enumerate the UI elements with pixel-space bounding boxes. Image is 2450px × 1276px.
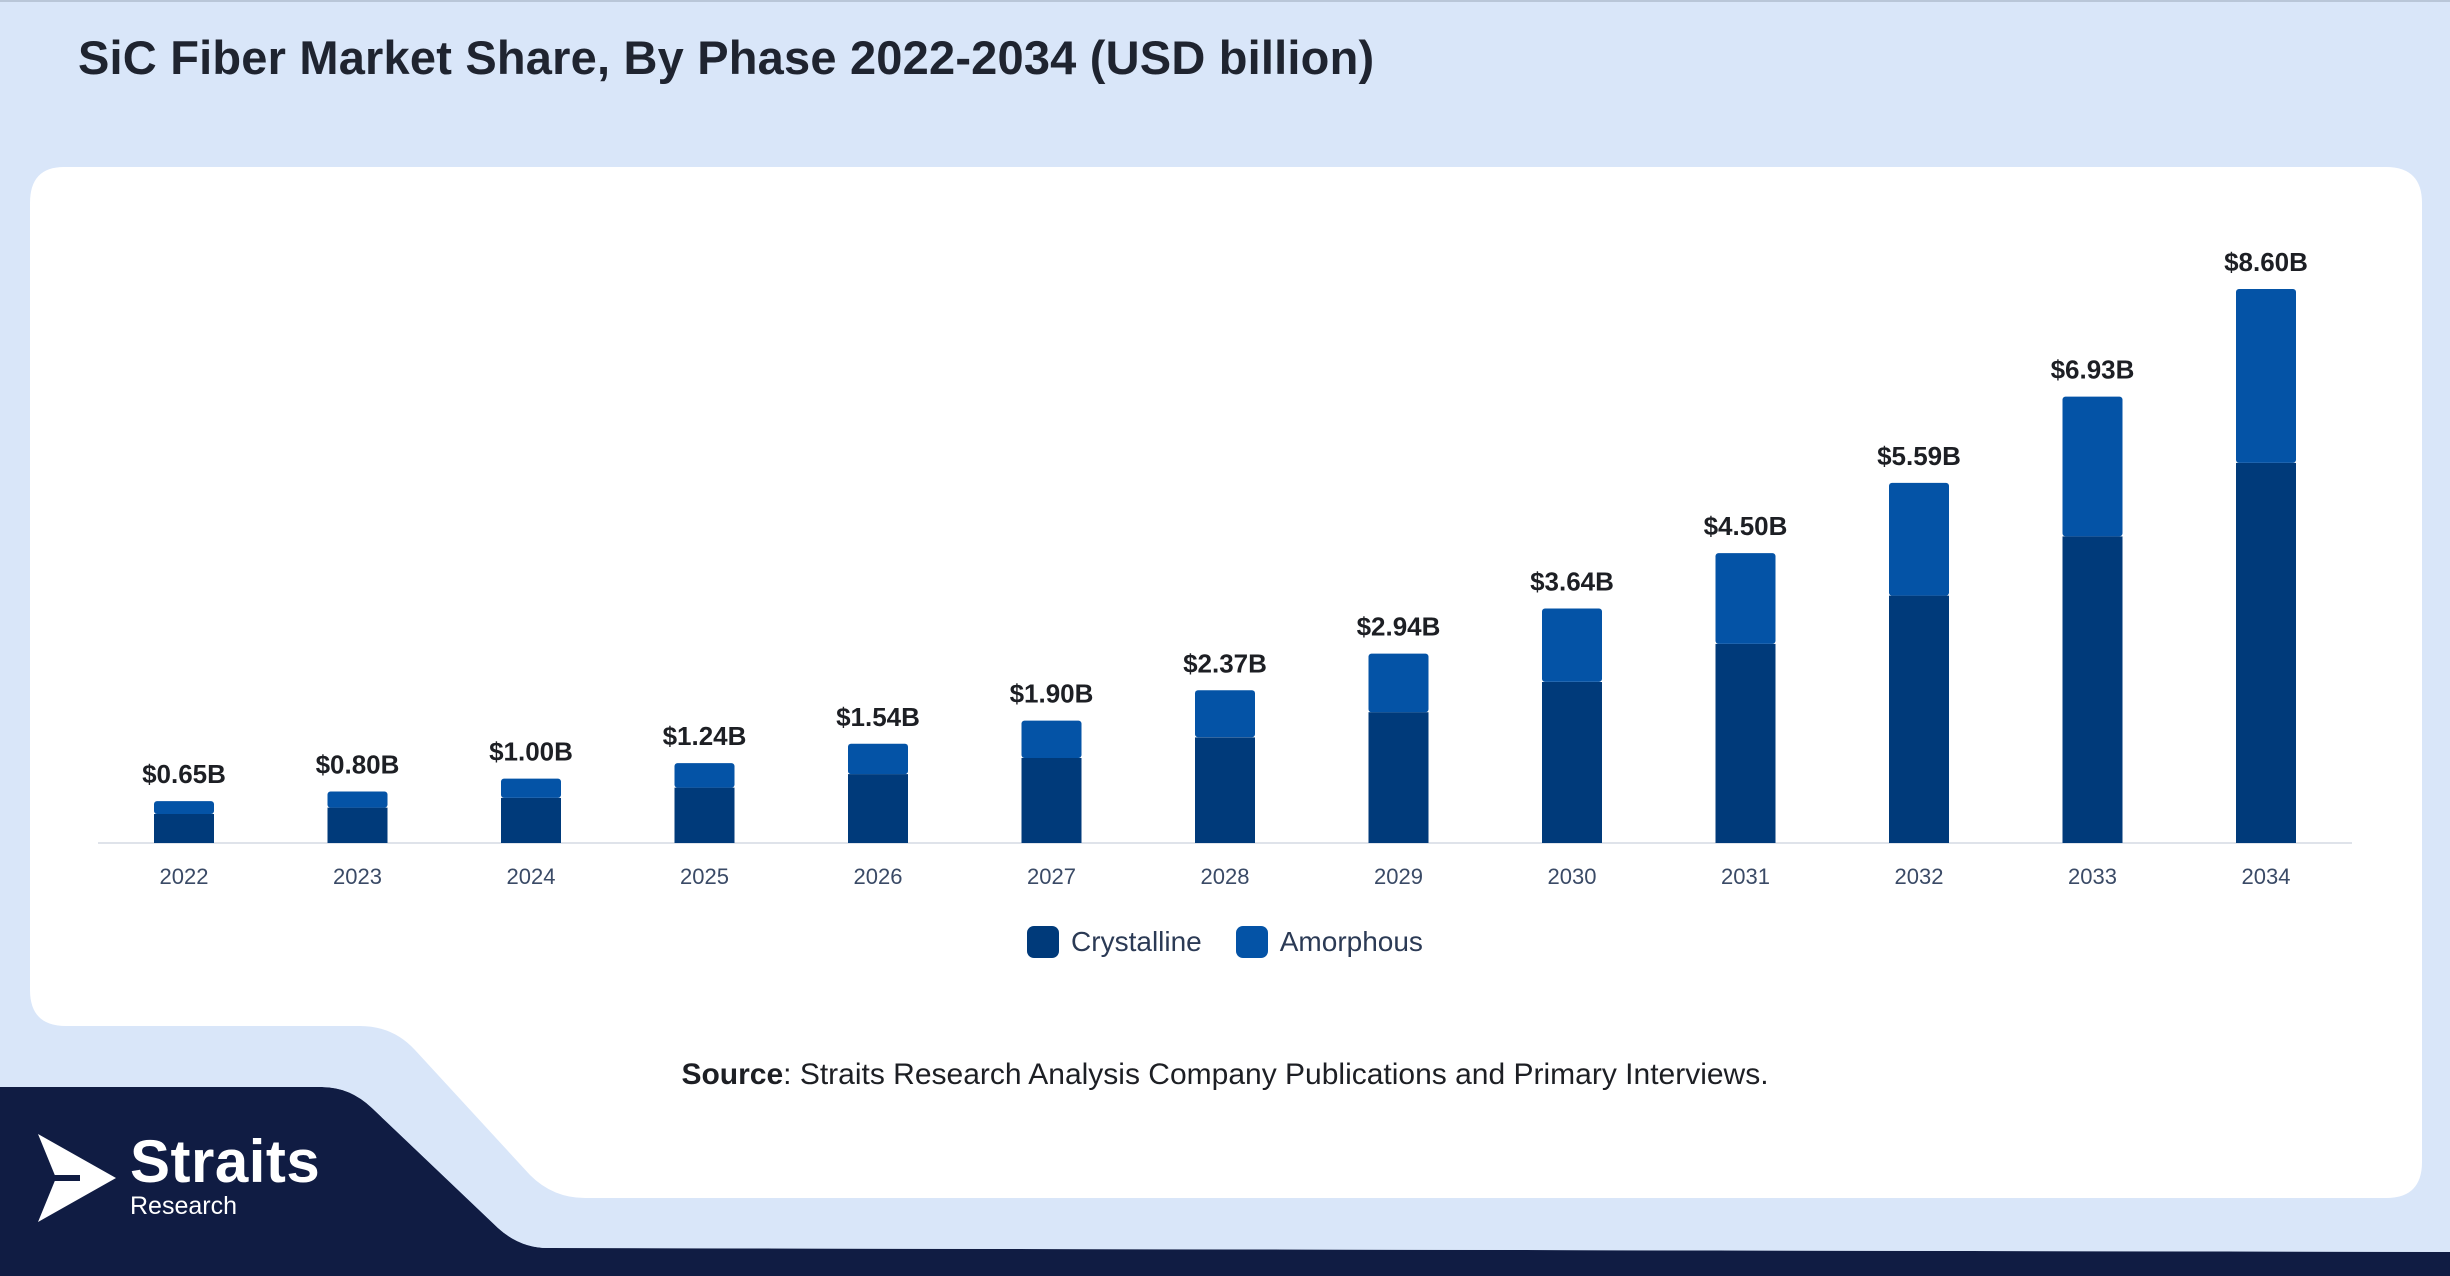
- x-tick-label-2023: 2023: [333, 864, 382, 889]
- bar-crystalline-2027[interactable]: [1021, 758, 1082, 843]
- x-tick-label-2029: 2029: [1374, 864, 1423, 889]
- bar-amorphous-2022[interactable]: [154, 801, 214, 814]
- bar-amorphous-2027[interactable]: [1021, 720, 1082, 758]
- x-tick-label-2033: 2033: [2068, 864, 2117, 889]
- data-label-2031: $4.50B: [1704, 511, 1788, 541]
- x-tick-label-2030: 2030: [1548, 864, 1597, 889]
- data-label-2030: $3.64B: [1530, 567, 1614, 597]
- bar-amorphous-2033[interactable]: [2062, 396, 2123, 537]
- x-tick-label-2027: 2027: [1027, 864, 1076, 889]
- bar-crystalline-2026[interactable]: [848, 774, 908, 843]
- data-label-2025: $1.24B: [663, 721, 747, 751]
- x-tick-label-2028: 2028: [1201, 864, 1250, 889]
- bar-crystalline-2034[interactable]: [2236, 462, 2296, 843]
- legend: Crystalline Amorphous: [0, 920, 2450, 964]
- data-label-2023: $0.80B: [316, 750, 400, 780]
- footer-band: [0, 1087, 2450, 1276]
- source-note: Source: Straits Research Analysis Compan…: [0, 1058, 2450, 1092]
- data-label-2027: $1.90B: [1010, 679, 1094, 709]
- legend-item-amorphous[interactable]: Amorphous: [1235, 926, 1423, 958]
- bar-amorphous-2026[interactable]: [848, 743, 908, 775]
- x-tick-label-2032: 2032: [1895, 864, 1944, 889]
- bar-amorphous-2034[interactable]: [2236, 289, 2296, 463]
- data-label-2024: $1.00B: [489, 737, 573, 767]
- legend-swatch-crystalline: [1027, 926, 1060, 958]
- data-label-2029: $2.94B: [1357, 612, 1441, 642]
- page-title: SiC Fiber Market Share, By Phase 2022-20…: [78, 31, 1375, 84]
- x-tick-label-2026: 2026: [854, 864, 903, 889]
- bar-amorphous-2032[interactable]: [1889, 482, 1949, 596]
- x-tick-label-2022: 2022: [160, 864, 209, 889]
- bar-amorphous-2024[interactable]: [501, 778, 561, 798]
- bar-amorphous-2031[interactable]: [1715, 553, 1776, 644]
- legend-swatch-amorphous: [1235, 926, 1268, 958]
- bar-amorphous-2025[interactable]: [674, 763, 735, 788]
- bar-crystalline-2031[interactable]: [1715, 643, 1776, 843]
- x-tick-label-2024: 2024: [507, 864, 556, 889]
- bar-crystalline-2030[interactable]: [1542, 682, 1602, 843]
- legend-label-amorphous: Amorphous: [1279, 926, 1423, 957]
- bars-layer: [154, 289, 2296, 843]
- x-tick-label-2031: 2031: [1721, 864, 1770, 889]
- x-tick-labels: 2022 2023 2024 2025 2026 2027 2028 2029 2030 2031…: [160, 864, 2291, 889]
- x-tick-label-2034: 2034: [2242, 864, 2291, 889]
- data-label-2028: $2.37B: [1183, 648, 1267, 678]
- bar-crystalline-2033[interactable]: [2062, 536, 2123, 843]
- legend-label-crystalline: Crystalline: [1071, 926, 1202, 957]
- logo-subtitle: Research: [130, 1192, 237, 1220]
- bar-amorphous-2023[interactable]: [327, 791, 388, 808]
- bar-crystalline-2029[interactable]: [1368, 712, 1429, 843]
- data-label-2034: $8.60B: [2224, 247, 2308, 277]
- chart-card: [30, 167, 2422, 1198]
- bar-crystalline-2024[interactable]: [501, 797, 561, 843]
- bar-amorphous-2029[interactable]: [1368, 653, 1429, 713]
- bar-crystalline-2022[interactable]: [154, 814, 214, 843]
- bar-crystalline-2025[interactable]: [674, 787, 735, 843]
- bar-amorphous-2030[interactable]: [1542, 608, 1602, 682]
- source-label: Source: [681, 1058, 784, 1091]
- data-label-2033: $6.93B: [2051, 355, 2135, 385]
- bar-crystalline-2032[interactable]: [1889, 595, 1949, 843]
- straits-research-logo: Straits Research: [36, 1128, 366, 1224]
- logo-arrow-icon: [38, 1134, 116, 1222]
- x-tick-label-2025: 2025: [680, 864, 729, 889]
- legend-item-crystalline[interactable]: Crystalline: [1027, 926, 1202, 958]
- bar-crystalline-2023[interactable]: [327, 807, 388, 843]
- labels-layer: $0.65B $0.80B $1.00B $1.24B $1.54B $1.90B $2.3…: [142, 247, 2308, 789]
- bar-crystalline-2028[interactable]: [1195, 737, 1255, 843]
- top-border: [0, 0, 2450, 2]
- logo-name: Straits: [130, 1128, 321, 1195]
- bar-amorphous-2028[interactable]: [1195, 690, 1255, 738]
- source-text: : Straits Research Analysis Company Publ…: [783, 1058, 1769, 1091]
- data-label-2022: $0.65B: [142, 759, 226, 789]
- data-label-2032: $5.59B: [1877, 441, 1961, 471]
- data-label-2026: $1.54B: [836, 702, 920, 732]
